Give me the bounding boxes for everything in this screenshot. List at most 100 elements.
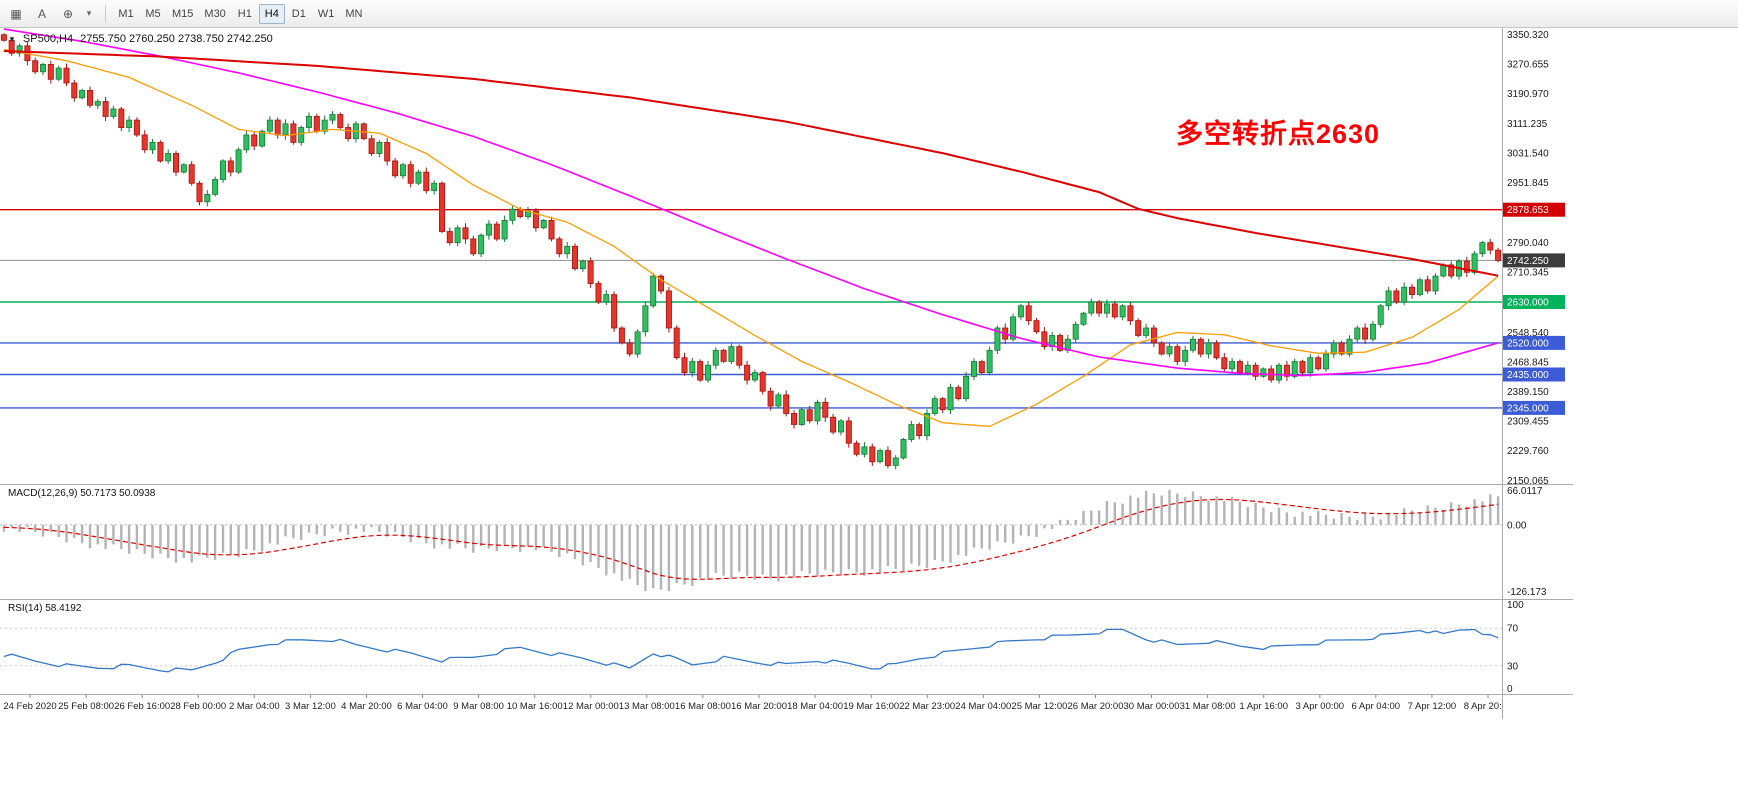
rsi-pane[interactable]: RSI(14) 58.4192 xyxy=(0,600,1502,694)
timeframe-m1-button[interactable]: M1 xyxy=(113,4,139,24)
macd-label: MACD(12,26,9) 50.7173 50.0938 xyxy=(8,488,156,499)
svg-text:25 Feb 08:00: 25 Feb 08:00 xyxy=(58,701,114,712)
macd-axis[interactable]: 66.0117 0.00 -126.173 xyxy=(1502,485,1573,599)
axis-corner xyxy=(1502,695,1573,719)
rsi-label: RSI(14) 58.4192 xyxy=(8,603,82,614)
svg-text:3 Mar 12:00: 3 Mar 12:00 xyxy=(285,701,336,712)
svg-text:13 Mar 08:00: 13 Mar 08:00 xyxy=(619,701,675,712)
toolbar-separator xyxy=(105,4,106,23)
ma-mid-magenta xyxy=(3,28,1499,377)
annotation-text: 多空转折点2630 xyxy=(1176,119,1381,149)
chart-grid-icon[interactable]: ▦ xyxy=(10,6,22,21)
svg-text:2742.250: 2742.250 xyxy=(1507,256,1549,267)
timeframe-w1-button[interactable]: W1 xyxy=(313,4,340,24)
ma-slow-red xyxy=(3,50,1499,277)
svg-text:31 Mar 08:00: 31 Mar 08:00 xyxy=(1180,701,1236,712)
svg-text:19 Mar 16:00: 19 Mar 16:00 xyxy=(843,701,899,712)
svg-text:2435.000: 2435.000 xyxy=(1507,370,1549,381)
rsi-pane-row: RSI(14) 58.4192 100 70 30 0 xyxy=(0,599,1573,694)
timeframe-h4-button[interactable]: H4 xyxy=(258,3,285,24)
svg-text:25 Mar 12:00: 25 Mar 12:00 xyxy=(1011,701,1067,712)
svg-text:16 Mar 08:00: 16 Mar 08:00 xyxy=(675,701,731,712)
svg-text:3350.320: 3350.320 xyxy=(1507,30,1549,41)
macd-pane-row: MACD(12,26,9) 50.7173 50.0938 66.0117 0.0… xyxy=(0,484,1573,599)
svg-text:6 Apr 04:00: 6 Apr 04:00 xyxy=(1351,701,1400,712)
timeframe-h1-button[interactable]: H1 xyxy=(232,4,258,24)
rsi-canvas[interactable] xyxy=(0,600,1502,694)
ma-fast-orange xyxy=(3,48,1499,428)
crosshair-tool-icon[interactable]: ⊕ xyxy=(62,6,74,21)
price-chart-canvas[interactable] xyxy=(0,28,1502,484)
svg-text:2468.845: 2468.845 xyxy=(1507,357,1549,368)
chart-window[interactable]: ▼ SP500,H4 2755.750 2760.250 2738.750 27… xyxy=(0,28,1573,719)
svg-text:2951.845: 2951.845 xyxy=(1507,178,1549,189)
svg-text:3111.235: 3111.235 xyxy=(1507,119,1548,130)
support-line-2345-tag xyxy=(1503,400,1565,415)
svg-text:22 Mar 23:00: 22 Mar 23:00 xyxy=(899,701,955,712)
svg-text:3190.970: 3190.970 xyxy=(1507,89,1549,100)
svg-text:26 Mar 20:00: 26 Mar 20:00 xyxy=(1068,701,1124,712)
svg-text:7 Apr 12:00: 7 Apr 12:00 xyxy=(1408,701,1457,712)
macd-pane[interactable]: MACD(12,26,9) 50.7173 50.0938 xyxy=(0,485,1502,599)
svg-text:0: 0 xyxy=(1507,684,1513,694)
svg-text:24 Mar 04:00: 24 Mar 04:00 xyxy=(955,701,1011,712)
price-axis[interactable]: 3350.320 3270.655 3190.970 3111.235 3031.540… xyxy=(1502,28,1573,484)
resistance-line-2878-tag xyxy=(1503,202,1565,217)
main-pane-row: ▼ SP500,H4 2755.750 2760.250 2738.750 27… xyxy=(0,28,1573,484)
svg-text:2389.150: 2389.150 xyxy=(1507,387,1549,398)
timeframe-m30-button[interactable]: M30 xyxy=(199,4,230,24)
chart-title: ▼ SP500,H4 2755.750 2760.250 2738.750 27… xyxy=(8,33,273,45)
svg-text:9 Mar 08:00: 9 Mar 08:00 xyxy=(453,701,504,712)
macd-histogram xyxy=(2,489,1500,592)
svg-text:2345.000: 2345.000 xyxy=(1507,403,1549,414)
svg-text:18 Mar 04:00: 18 Mar 04:00 xyxy=(787,701,843,712)
main-price-pane[interactable]: ▼ SP500,H4 2755.750 2760.250 2738.750 27… xyxy=(0,28,1502,484)
svg-text:4 Mar 20:00: 4 Mar 20:00 xyxy=(341,701,392,712)
svg-text:2309.455: 2309.455 xyxy=(1507,417,1549,428)
candles xyxy=(0,33,1502,470)
svg-text:66.0117: 66.0117 xyxy=(1507,486,1543,497)
svg-text:-126.173: -126.173 xyxy=(1507,587,1547,598)
svg-text:3031.540: 3031.540 xyxy=(1507,148,1549,159)
chart-symbol-label: SP500,H4 xyxy=(22,33,74,45)
rsi-line xyxy=(3,628,1499,673)
rsi-axis[interactable]: 100 70 30 0 xyxy=(1502,600,1573,694)
svg-text:2229.760: 2229.760 xyxy=(1507,446,1549,457)
timeframe-m15-button[interactable]: M15 xyxy=(167,4,198,24)
svg-text:3 Apr 00:00: 3 Apr 00:00 xyxy=(1295,701,1344,712)
support-line-2435-tag xyxy=(1503,367,1565,382)
toolbar: ▦ A ⊕ ▾ M1 M5 M15 M30 H1 H4 D1 W1 MN xyxy=(0,0,1738,28)
chart-dropdown-icon[interactable]: ▼ xyxy=(8,34,16,44)
svg-text:2150.065: 2150.065 xyxy=(1507,476,1549,484)
svg-text:3270.655: 3270.655 xyxy=(1507,60,1549,71)
svg-text:8 Apr 20:00: 8 Apr 20:00 xyxy=(1464,701,1502,712)
macd-canvas[interactable] xyxy=(0,485,1502,599)
time-axis[interactable]: 24 Feb 2020 25 Feb 08:00 26 Feb 16:00 28 Fe… xyxy=(0,695,1502,719)
time-axis-row: 24 Feb 2020 25 Feb 08:00 26 Feb 16:00 28 Fe… xyxy=(0,694,1573,719)
svg-text:2790.040: 2790.040 xyxy=(1507,238,1549,249)
chart-ohlc-values: 2755.750 2760.250 2738.750 2742.250 xyxy=(80,33,273,45)
svg-text:70: 70 xyxy=(1507,624,1519,635)
svg-text:0.00: 0.00 xyxy=(1507,520,1527,531)
svg-text:2520.000: 2520.000 xyxy=(1507,338,1549,349)
tools-dropdown-icon[interactable]: ▾ xyxy=(86,8,92,18)
timeframe-d1-button[interactable]: D1 xyxy=(286,4,312,24)
svg-text:2878.653: 2878.653 xyxy=(1507,205,1549,216)
text-tool-icon[interactable]: A xyxy=(37,6,46,21)
svg-text:100: 100 xyxy=(1507,600,1524,611)
svg-text:10 Mar 16:00: 10 Mar 16:00 xyxy=(507,701,563,712)
macd-signal-line xyxy=(3,498,1499,580)
svg-text:28 Feb 00:00: 28 Feb 00:00 xyxy=(170,701,226,712)
pivot-line-2630-tag xyxy=(1503,295,1565,309)
svg-text:30: 30 xyxy=(1507,661,1519,672)
svg-text:26 Feb 16:00: 26 Feb 16:00 xyxy=(114,701,170,712)
svg-text:2 Mar 04:00: 2 Mar 04:00 xyxy=(229,701,280,712)
svg-text:6 Mar 04:00: 6 Mar 04:00 xyxy=(397,701,448,712)
svg-text:1 Apr 16:00: 1 Apr 16:00 xyxy=(1239,701,1288,712)
current-price-line-tag xyxy=(1503,253,1565,268)
svg-text:2630.000: 2630.000 xyxy=(1507,298,1549,309)
timeframe-mn-button[interactable]: MN xyxy=(340,4,367,24)
svg-text:16 Mar 20:00: 16 Mar 20:00 xyxy=(731,701,787,712)
timeframe-m5-button[interactable]: M5 xyxy=(140,4,166,24)
